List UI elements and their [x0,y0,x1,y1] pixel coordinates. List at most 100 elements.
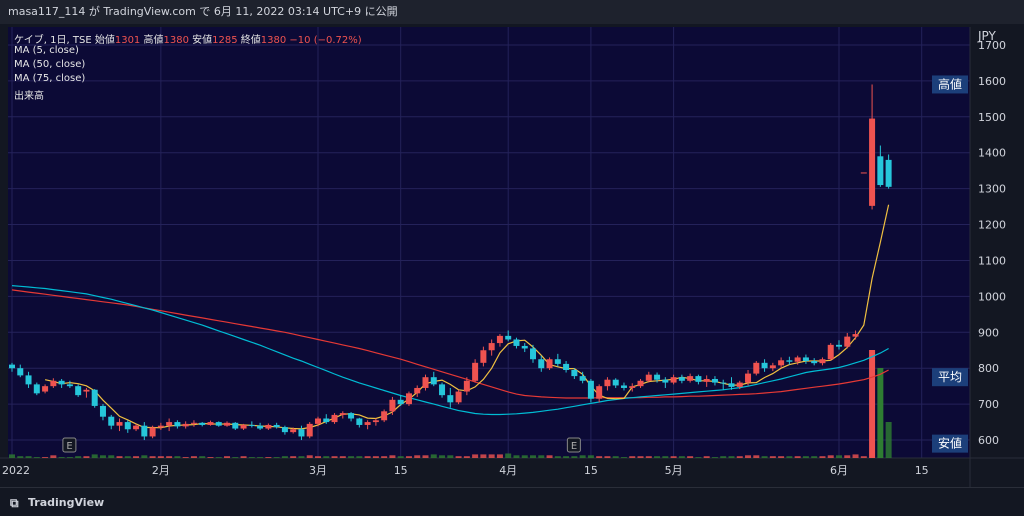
volume-bar [9,454,15,458]
candle-body [199,422,206,425]
legend-ma75[interactable]: MA (75, close) [14,73,86,84]
candle-body [728,383,735,387]
volume-bar [513,455,520,458]
candle-body [439,384,446,396]
candle-body [50,380,57,387]
volume-bar [83,456,90,458]
legend-close-label: 終値 [240,35,261,46]
y-tick-label: 800 [978,362,999,375]
candle-body [397,399,404,405]
candle-body [678,377,685,381]
candle-body [538,359,545,369]
candle-body [215,422,222,426]
candle-body [124,422,131,430]
volume-bar [248,457,255,458]
candle-body [778,360,785,366]
candle-body [414,387,421,394]
candle-body [579,376,586,381]
volume-bar [215,457,222,458]
author-name[interactable]: masa117_114 [8,5,86,18]
volume-bar [530,455,537,458]
candlestick-chart[interactable]: 600 700 800 900 1000 1100 1200 1300 1400 1500 1600… [0,0,1024,487]
volume-bar [571,456,578,458]
volume-bar [728,456,735,458]
volume-bar [761,456,768,458]
legend-ma5[interactable]: MA (5, close) [14,45,79,56]
x-tick-label: 5月 [665,464,683,477]
volume-bar [174,456,181,458]
volume-bar [637,456,644,458]
candle-body [248,424,255,426]
event-marker [62,437,77,453]
candle-body [587,380,594,399]
site-name[interactable]: TradingView.com [103,5,196,18]
candle-body [860,172,867,174]
candle-body [17,368,24,376]
candle-body [463,380,470,392]
volume-bar [472,454,479,458]
volume-bar [811,456,818,458]
y-tick-label: 600 [978,434,999,447]
footer-brand[interactable]: TradingView [28,496,105,509]
candle-body [472,362,479,381]
volume-bar [232,457,239,458]
candle-body [662,379,669,383]
legend-low: 1285 [212,35,238,46]
currency-label: JPY [977,29,997,43]
candle-body [174,422,181,427]
volume-bar [844,455,851,458]
volume-bar [703,456,710,458]
candle-body [149,427,156,437]
volume-bar [794,456,801,458]
candle-body [513,339,520,346]
candle-body [133,425,140,430]
candle-body [687,376,694,381]
candle-body [108,416,115,426]
volume-bar [480,454,487,458]
volume-bar [620,457,627,458]
volume-bar [786,456,793,458]
volume-bar [819,456,826,458]
candle-body [496,335,503,344]
ma5-line [44,204,890,430]
candle-body [629,386,636,388]
candle-body [530,348,537,360]
legend-close: 1380 [260,35,287,46]
volume-bar [381,456,388,458]
volume-bar [207,457,214,458]
volume-bar [827,455,834,458]
tradingview-logo-icon[interactable]: ⧉ [10,496,19,510]
candle-body [819,359,826,364]
ma75-line [11,289,889,399]
volume-bar [348,456,355,458]
volume-bar [166,456,173,458]
price-tag-label: 安値 [938,436,962,451]
legend-high: 1380 [163,35,189,46]
x-tick-label: 15 [394,464,408,477]
volume-bar [331,456,338,458]
volume-bar [579,455,586,458]
candle-body [836,344,842,347]
volume-bar [604,456,611,458]
candle-body [604,379,611,387]
candle-body [786,360,793,362]
candle-body [422,377,429,388]
x-tick-label: 2月 [152,464,170,477]
legend-symbol[interactable]: ケイブ, 1日, TSE [14,35,92,46]
candle-body [711,378,718,383]
candle-body [99,405,106,417]
candle-body [612,379,619,386]
volume-bar [339,456,346,458]
volume-bar [422,455,429,458]
legend-volume[interactable]: 出来高 [14,91,44,102]
volume-bar [108,455,115,458]
y-tick-label: 1000 [978,290,1006,303]
candle-body [596,386,603,399]
price-tag [932,368,968,387]
candle-body [116,422,123,426]
candle-body [703,378,710,382]
volume-bar [439,455,446,458]
candle-body [257,425,264,429]
volume-bar [75,456,82,458]
legend-ma50[interactable]: MA (50, close) [14,59,86,70]
